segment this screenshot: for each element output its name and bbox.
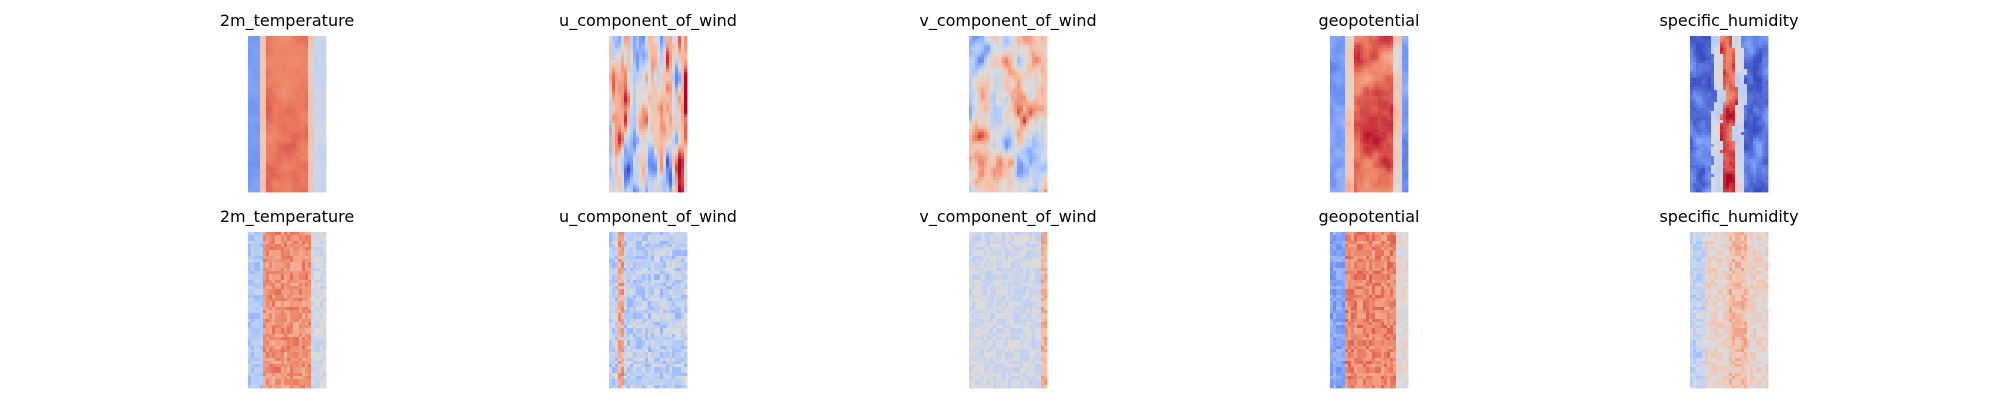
- heatmap-image: [1330, 232, 1409, 389]
- heatmap-image: [609, 232, 688, 389]
- panel-grid: 2m_temperature u_component_of_wind v_compo…: [220, 11, 1799, 389]
- heatmap-image: [969, 232, 1048, 389]
- panel-title: specific_humidity: [1659, 11, 1798, 31]
- heatmap-image: [1330, 36, 1409, 193]
- heatmap-image: [248, 36, 327, 193]
- panel-title: u_component_of_wind: [559, 11, 737, 31]
- heatmap-panel: specific_humidity: [1659, 11, 1799, 193]
- panel-title: u_component_of_wind: [559, 207, 737, 227]
- heatmap-panel: v_component_of_wind: [919, 207, 1097, 389]
- heatmap-image: [609, 36, 688, 193]
- panel-title: geopotential: [1319, 11, 1420, 30]
- panel-title: geopotential: [1319, 207, 1420, 226]
- heatmap-image: [1690, 232, 1769, 389]
- heatmap-panel: u_component_of_wind: [559, 207, 737, 389]
- heatmap-panel: v_component_of_wind: [919, 11, 1097, 193]
- panel-title: 2m_temperature: [220, 11, 354, 31]
- panel-title: specific_humidity: [1659, 207, 1798, 227]
- heatmap-panel: 2m_temperature: [220, 207, 354, 389]
- panel-title: 2m_temperature: [220, 207, 354, 227]
- heatmap-image: [969, 36, 1048, 193]
- panel-title: v_component_of_wind: [919, 11, 1096, 31]
- heatmap-panel: u_component_of_wind: [559, 11, 737, 193]
- heatmap-image: [248, 232, 327, 389]
- heatmap-panel: geopotential: [1319, 207, 1420, 389]
- heatmap-image: [1690, 36, 1769, 193]
- heatmap-panel: geopotential: [1319, 11, 1420, 193]
- panel-title: v_component_of_wind: [919, 207, 1096, 227]
- heatmap-panel: specific_humidity: [1659, 207, 1799, 389]
- heatmap-panel: 2m_temperature: [220, 11, 354, 193]
